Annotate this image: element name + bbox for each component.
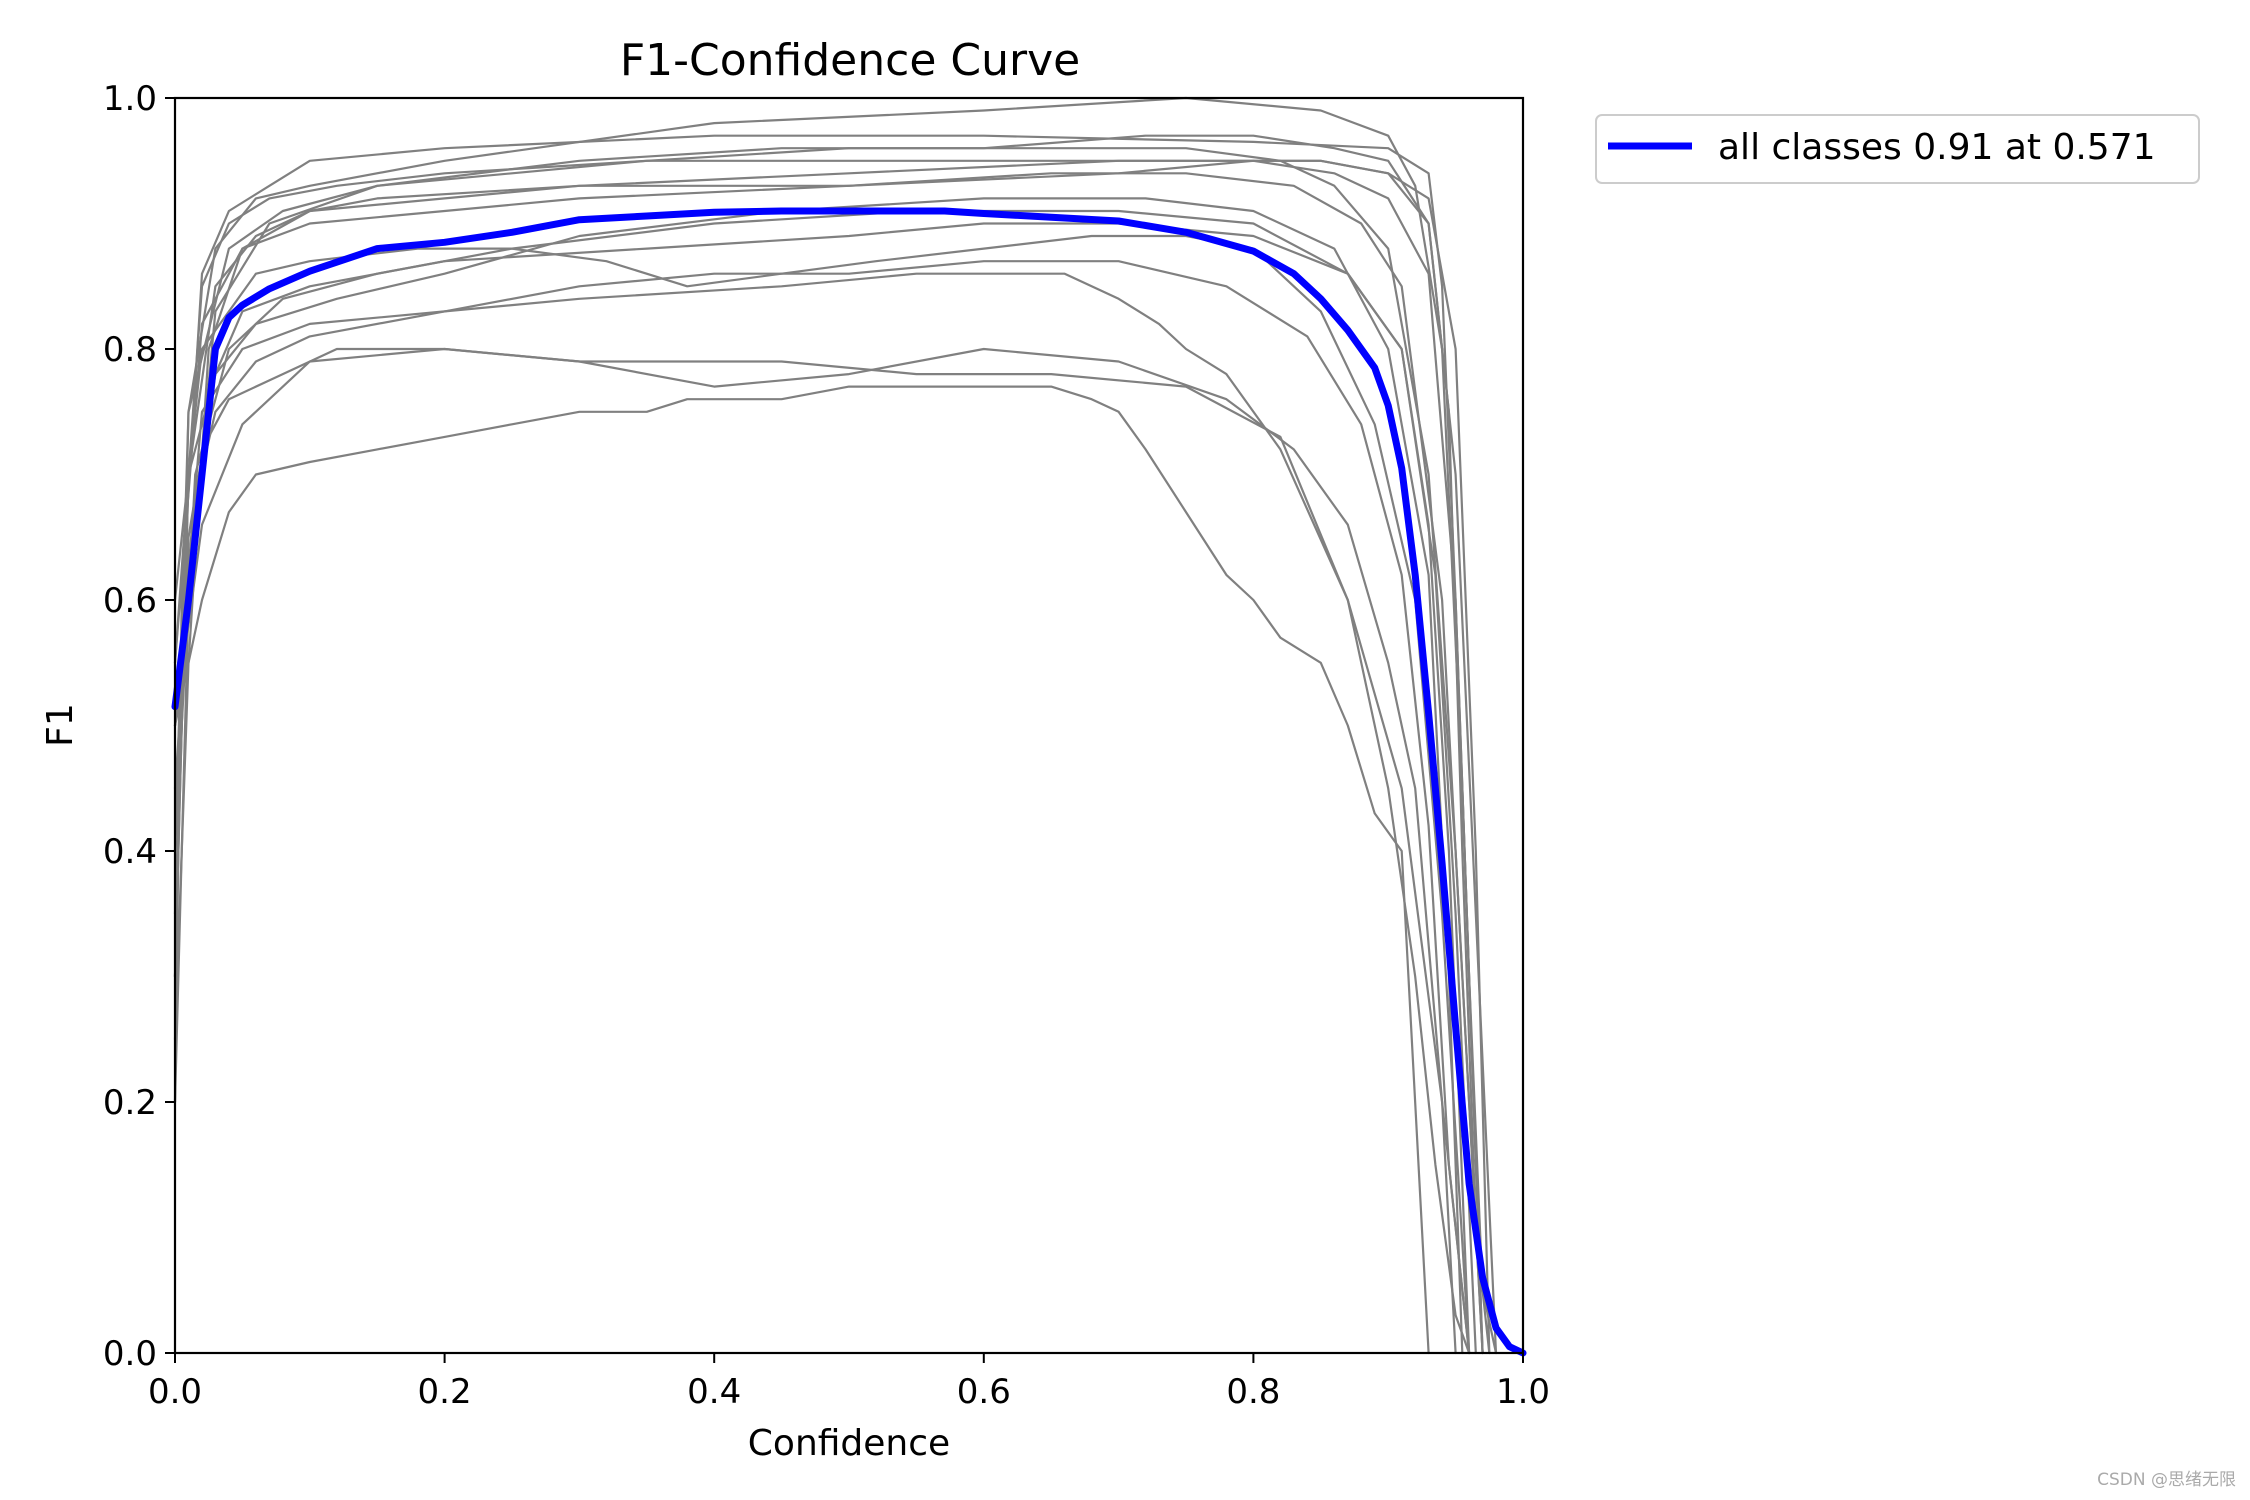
legend-label: all classes 0.91 at 0.571 [1718, 127, 2156, 168]
chart-title: F1-Confidence Curve [620, 35, 1080, 86]
series-line-class-16 [173, 347, 1457, 1355]
x-tick-label: 0.0 [148, 1372, 202, 1412]
legend-box [1595, 114, 2200, 184]
y-tick-label: 0.2 [103, 1083, 157, 1123]
series-line-class-7 [173, 260, 1471, 1355]
y-axis: 0.0 0.2 0.4 0.6 0.8 1.0 [103, 79, 175, 1374]
y-axis-label: F1 [40, 703, 81, 747]
plot-frame [173, 96, 1525, 1355]
series-line-class-12 [173, 209, 1471, 1355]
legend: all classes 0.91 at 0.571 [1595, 114, 2200, 184]
series-line-class-8 [173, 222, 1477, 1355]
x-axis: 0.0 0.2 0.4 0.6 0.8 1.0 [148, 1353, 1550, 1412]
series-line-class-15 [173, 197, 1464, 1355]
x-tick-label: 1.0 [1496, 1372, 1550, 1412]
x-tick-label: 0.2 [418, 1372, 472, 1412]
x-tick-label: 0.6 [957, 1372, 1011, 1412]
series-line-class-10 [173, 272, 1471, 1355]
series-line-class-4 [173, 159, 1484, 1355]
x-axis-label: Confidence [748, 1423, 950, 1464]
y-tick-label: 0.4 [103, 832, 157, 872]
y-tick-label: 0.0 [103, 1334, 157, 1374]
y-tick-label: 0.8 [103, 330, 157, 370]
series-line-all-classes [171, 207, 1527, 1357]
series-line-class-2 [173, 159, 1491, 1355]
series-line-class-9 [173, 147, 1484, 1355]
y-tick-label: 1.0 [103, 79, 157, 119]
series-line-class-5 [173, 347, 1471, 1355]
series-line-class-11 [173, 134, 1498, 1355]
series-line-class-13 [173, 172, 1484, 1355]
y-tick-label: 0.6 [103, 581, 157, 621]
watermark: CSDN @思绪无限 [2097, 1470, 2236, 1490]
series-line-class-6 [173, 385, 1430, 1355]
x-tick-label: 0.4 [687, 1372, 741, 1412]
plot-lines [171, 96, 1527, 1357]
series-line-class-3 [173, 96, 1484, 1355]
x-tick-label: 0.8 [1226, 1372, 1280, 1412]
series-line-class-17 [173, 159, 1491, 1355]
series-line-class-14 [173, 234, 1471, 1355]
